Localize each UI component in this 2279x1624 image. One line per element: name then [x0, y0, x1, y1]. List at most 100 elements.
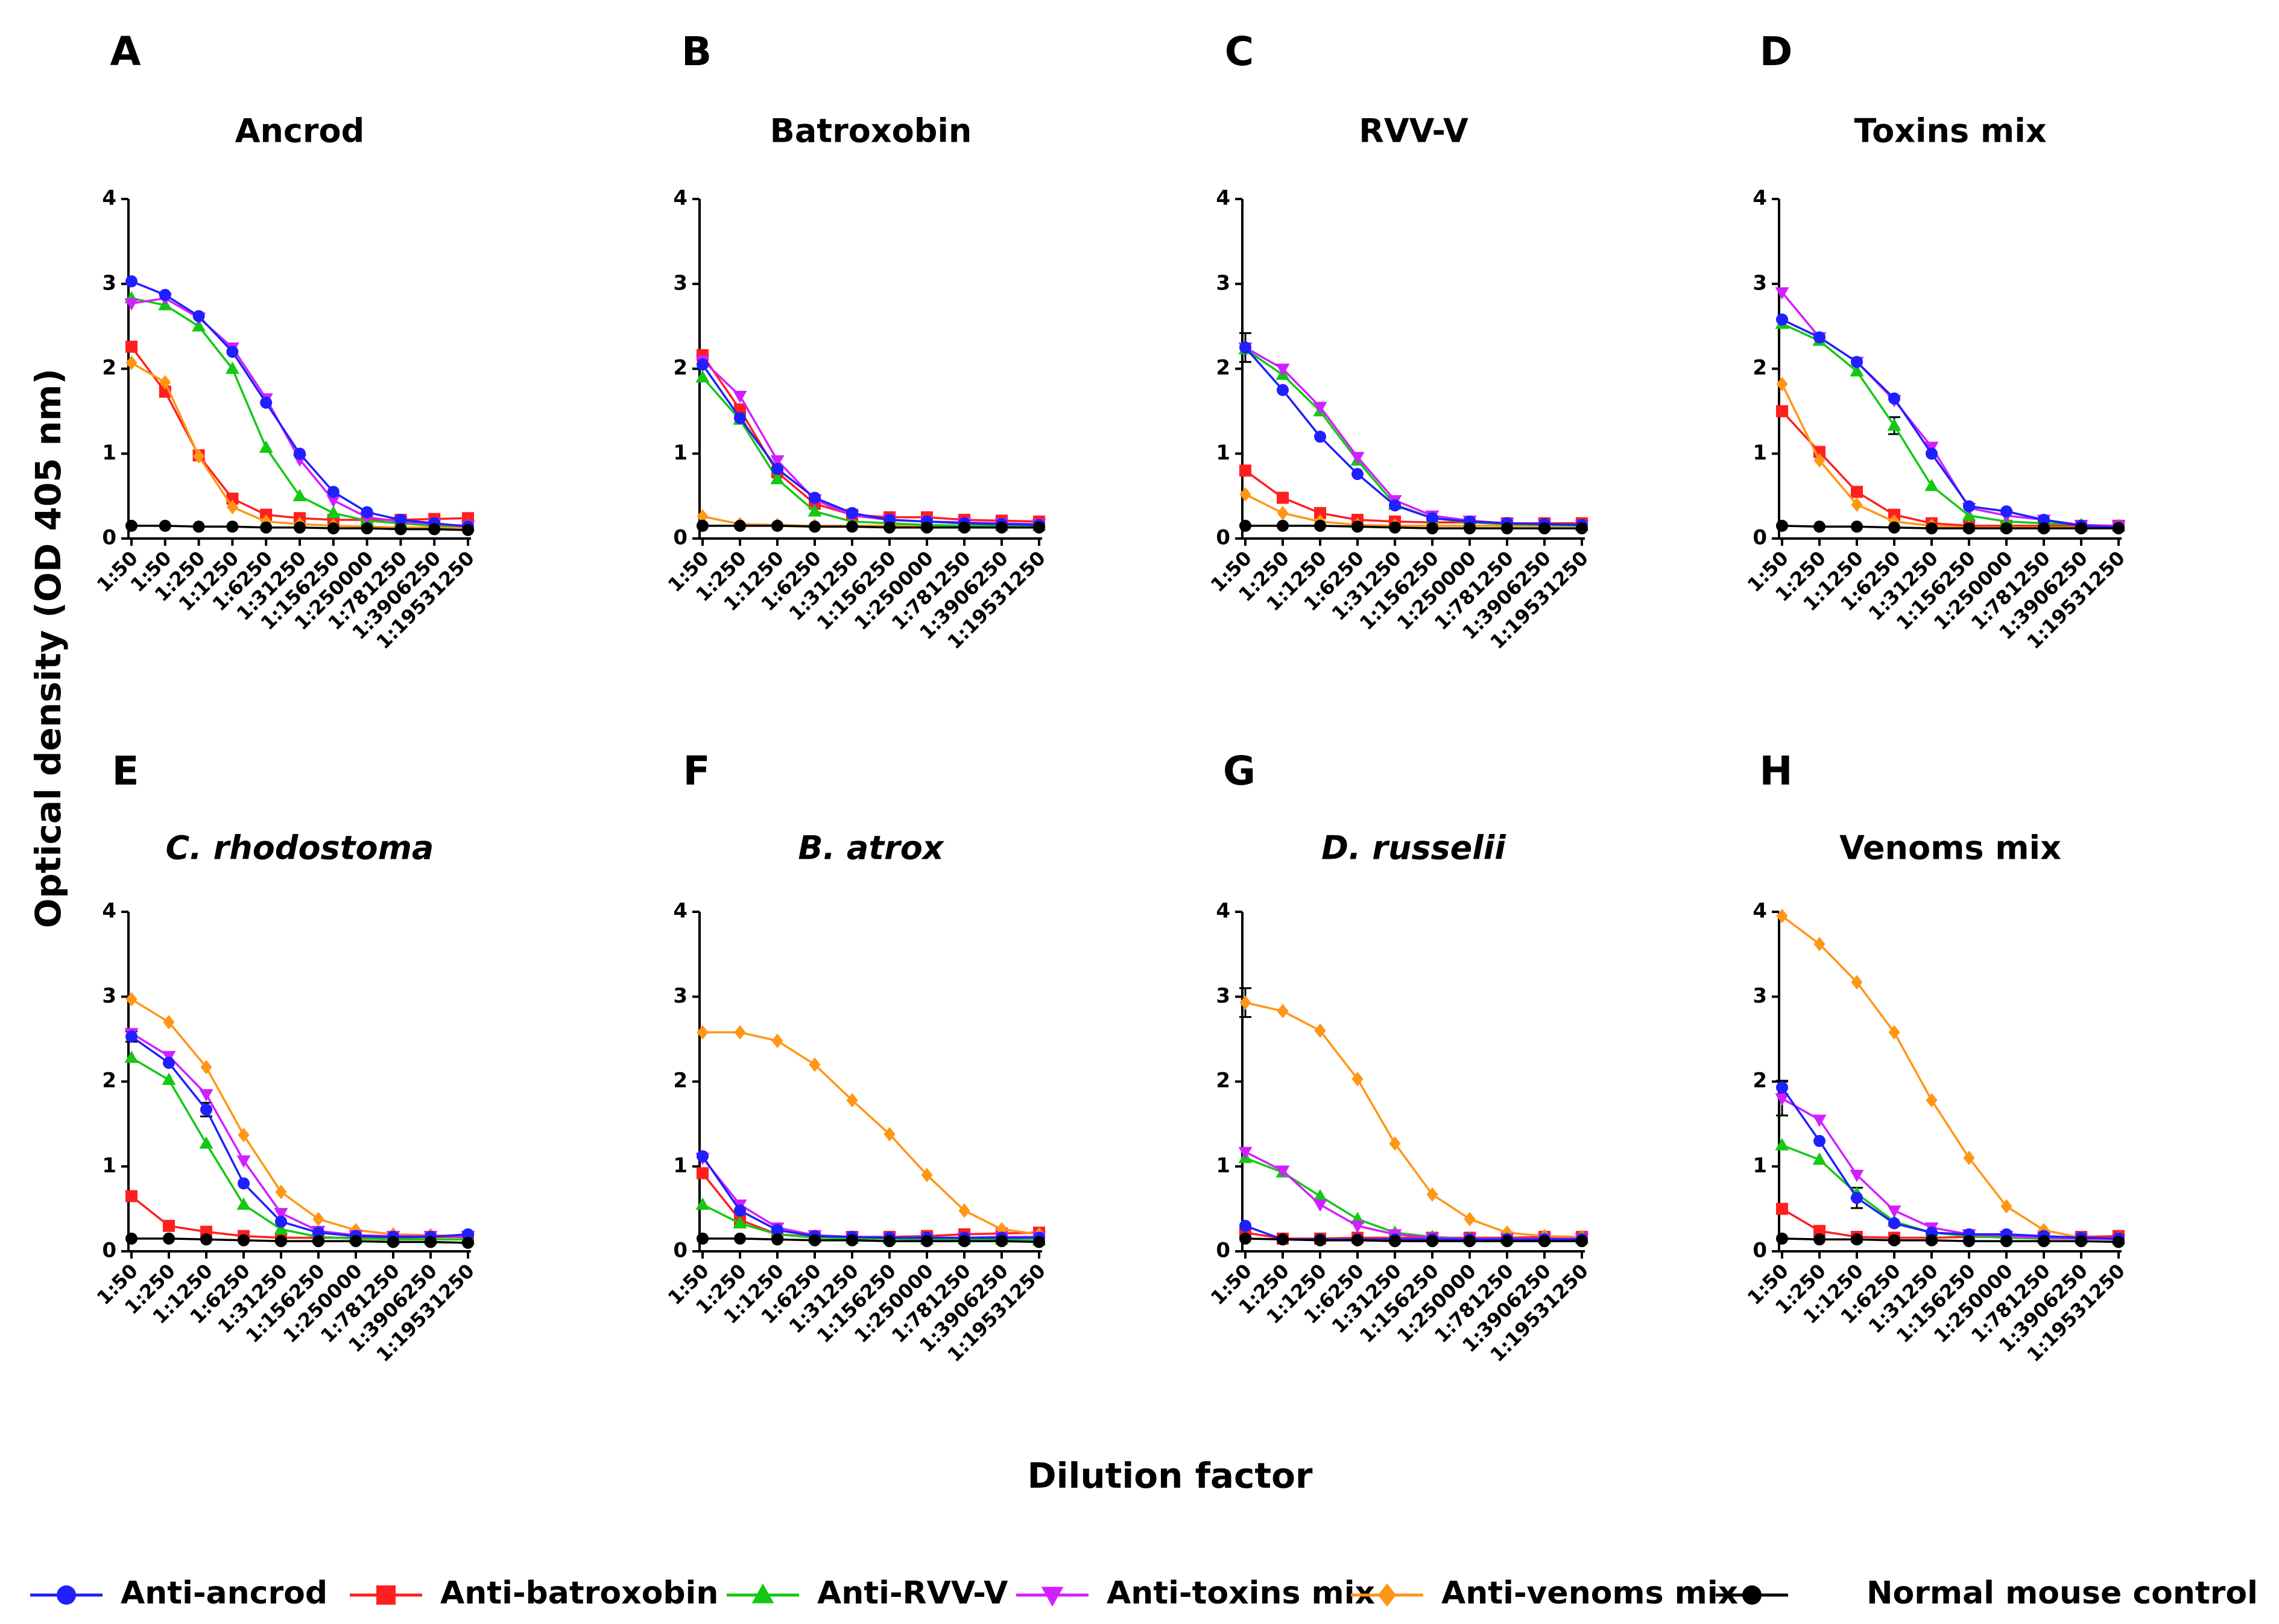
data-point — [1239, 487, 1251, 502]
y-tick-label: 3 — [1753, 984, 1767, 1008]
data-point — [846, 520, 858, 533]
data-point — [200, 1060, 212, 1075]
panel-letter: A — [110, 28, 141, 75]
data-point — [125, 519, 137, 532]
series-anti-rvvv — [1775, 316, 2126, 531]
panel-c: CRVV-V012341:501:2501:12501:62501:312501… — [1206, 28, 1593, 654]
data-point — [312, 1227, 324, 1239]
data-point — [1887, 418, 1901, 431]
y-tick-label: 3 — [673, 984, 687, 1008]
data-point — [1313, 402, 1327, 414]
y-tick-label: 0 — [1753, 526, 1767, 550]
panel-title: RVV-V — [1359, 112, 1468, 150]
data-point — [1426, 1187, 1438, 1202]
panel-letter: B — [681, 28, 712, 75]
series-anti-batroxobin — [697, 349, 1045, 528]
data-point — [846, 507, 858, 519]
y-tick-label: 1 — [102, 1154, 116, 1178]
series-anti-venoms-mix — [1776, 376, 2125, 535]
data-point — [425, 1236, 437, 1248]
data-point — [697, 358, 709, 371]
data-point — [996, 1235, 1008, 1248]
data-point — [1926, 522, 1938, 535]
series-line — [1781, 1087, 2119, 1240]
data-point — [1813, 1225, 1825, 1237]
series-line — [1245, 493, 1582, 527]
data-point — [1776, 1202, 1788, 1215]
data-point — [1576, 1235, 1588, 1248]
data-point — [1888, 1025, 1900, 1040]
y-tick-label: 0 — [102, 526, 116, 550]
data-point — [1963, 522, 1975, 535]
data-point — [236, 1197, 251, 1210]
data-point — [1389, 499, 1401, 512]
data-point — [226, 520, 239, 533]
data-point — [1963, 1235, 1975, 1248]
data-point — [1851, 485, 1863, 498]
data-point — [1389, 1136, 1401, 1151]
data-point — [1313, 1199, 1327, 1212]
data-point — [1812, 1152, 1827, 1165]
data-point — [809, 1057, 821, 1072]
data-point — [1464, 1212, 1476, 1227]
series-anti-toxins-mix — [1775, 1093, 2126, 1247]
data-point — [697, 1150, 709, 1163]
data-point — [1277, 491, 1289, 504]
data-point — [883, 1126, 896, 1142]
data-point — [125, 991, 137, 1006]
data-point — [734, 519, 746, 532]
y-tick-label: 0 — [673, 1239, 687, 1263]
y-tick-label: 2 — [102, 356, 116, 380]
series-anti-venoms-mix — [1239, 995, 1588, 1245]
data-point — [1888, 1234, 1900, 1246]
data-point — [1239, 519, 1251, 532]
data-point — [958, 1203, 970, 1218]
data-point — [1888, 1217, 1900, 1230]
series-anti-batroxobin — [1239, 464, 1588, 529]
y-tick-label: 4 — [1753, 899, 1767, 923]
data-point — [1926, 1093, 1938, 1108]
legend-marker — [57, 1585, 76, 1605]
data-point — [1888, 521, 1900, 534]
series-line — [1781, 1237, 2119, 1243]
data-point — [394, 514, 407, 526]
data-point — [2000, 522, 2012, 535]
x-axis-title: Dilution factor — [1027, 1455, 1312, 1496]
series-line — [703, 1237, 1040, 1243]
data-point — [312, 1212, 324, 1227]
y-tick-label: 1 — [1753, 441, 1767, 465]
data-point — [238, 1177, 250, 1190]
data-point — [1277, 1003, 1289, 1019]
series-line — [131, 362, 468, 529]
y-tick-label: 0 — [673, 526, 687, 550]
data-point — [1926, 447, 1938, 460]
y-tick-label: 3 — [102, 271, 116, 295]
data-point — [695, 1197, 710, 1210]
y-tick-label: 0 — [1216, 526, 1230, 550]
legend-marker — [1377, 1583, 1397, 1607]
data-point — [163, 1057, 175, 1069]
legend-item-anti-toxins-mix: Anti-toxins mix — [1016, 1575, 1375, 1611]
series-anti-ancrod — [697, 358, 1045, 531]
y-tick-label: 4 — [102, 186, 116, 210]
data-point — [1426, 512, 1438, 525]
y-axis-title: Optical density (OD 405 nm) — [28, 368, 69, 928]
panel-letter: E — [112, 748, 139, 794]
legend-label: Anti-venoms mix — [1441, 1575, 1738, 1611]
series-normal-mouse — [125, 1232, 474, 1249]
data-point — [199, 1089, 213, 1102]
data-point — [1314, 1023, 1326, 1038]
data-point — [697, 1025, 709, 1040]
y-tick-label: 4 — [673, 899, 687, 923]
series-line — [703, 525, 1039, 529]
data-point — [1275, 1165, 1290, 1178]
legend-item-normal-mouse: Normal mouse control — [1716, 1575, 2258, 1611]
panel-letter: H — [1759, 748, 1792, 794]
data-point — [326, 505, 341, 519]
y-tick-label: 2 — [1753, 1069, 1767, 1093]
y-tick-label: 0 — [1753, 1239, 1767, 1263]
data-point — [1464, 522, 1476, 535]
data-point — [192, 319, 206, 332]
data-point — [697, 509, 709, 524]
